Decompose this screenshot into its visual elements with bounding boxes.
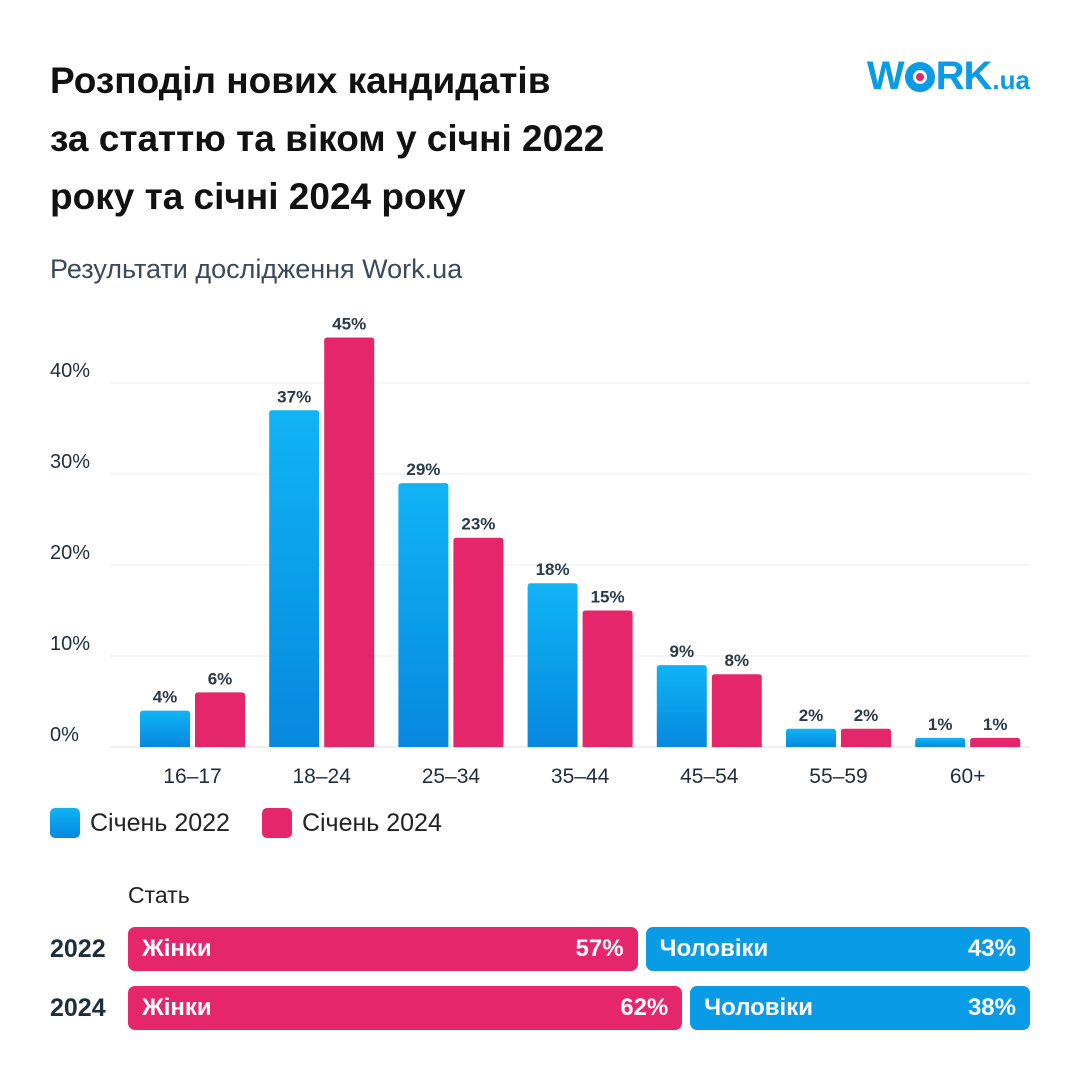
x-tick-label: 55–59 bbox=[809, 765, 867, 788]
bar-data-label: 23% bbox=[461, 515, 495, 534]
chart-legend: Січень 2022 Січень 2024 bbox=[50, 808, 474, 838]
x-tick-label: 18–24 bbox=[292, 765, 351, 788]
bar bbox=[711, 674, 762, 747]
label-layer: 0% 10% 20% 30% 40% 4% 6% 16–17 37% 45% 18–24 29% 23%… bbox=[50, 315, 1007, 789]
women-value: 57% bbox=[575, 935, 624, 962]
men-bar: Чоловіки 43% bbox=[645, 927, 1030, 971]
bar bbox=[915, 737, 966, 747]
bar-data-label: 8% bbox=[725, 651, 750, 670]
bar-data-label: 29% bbox=[406, 460, 440, 479]
bar-data-label: 6% bbox=[208, 669, 233, 688]
legend-item-2024: Січень 2024 bbox=[261, 808, 442, 838]
page-title: Розподіл нових кандидатів за статтю та в… bbox=[50, 52, 750, 226]
y-tick-label: 10% bbox=[50, 633, 90, 655]
gender-bars: Жінки 57% Чоловіки 43% bbox=[128, 927, 1030, 971]
gender-section-title: Стать bbox=[128, 882, 190, 908]
men-bar: Чоловіки 38% bbox=[690, 986, 1030, 1030]
bar bbox=[453, 537, 504, 747]
bar bbox=[841, 728, 891, 747]
title-line: Розподіл нових кандидатів bbox=[50, 60, 551, 101]
bar-data-label: 1% bbox=[983, 715, 1008, 734]
gender-year: 2024 bbox=[50, 993, 106, 1022]
logo-middle: RK bbox=[935, 54, 993, 98]
bar bbox=[582, 610, 633, 747]
women-bar: Жінки 57% bbox=[128, 927, 638, 971]
bar bbox=[195, 692, 245, 747]
bar bbox=[656, 665, 707, 747]
bar bbox=[527, 583, 578, 747]
y-tick-label: 20% bbox=[50, 542, 90, 564]
logo-prefix: W bbox=[866, 54, 905, 98]
x-tick-label: 45–54 bbox=[680, 765, 739, 788]
men-label: Чоловіки bbox=[704, 994, 813, 1021]
x-tick-label: 35–44 bbox=[551, 765, 610, 788]
legend-label: Січень 2022 bbox=[90, 808, 230, 837]
bar-data-label: 1% bbox=[928, 715, 953, 734]
gender-row-2022: 2022 Жінки 57% Чоловіки 43% bbox=[50, 927, 1030, 971]
bar bbox=[398, 483, 449, 747]
bar-data-label: 2% bbox=[854, 706, 879, 725]
title-line: року та січні 2024 року bbox=[50, 176, 466, 217]
x-tick-label: 60+ bbox=[950, 765, 986, 788]
gender-year: 2022 bbox=[50, 934, 106, 963]
y-tick-label: 40% bbox=[50, 360, 90, 382]
y-tick-label: 30% bbox=[50, 451, 90, 473]
bar bbox=[140, 710, 190, 747]
bar-data-label: 9% bbox=[670, 642, 695, 661]
women-value: 62% bbox=[620, 994, 669, 1021]
women-label: Жінки bbox=[142, 994, 212, 1021]
gender-bars: Жінки 62% Чоловіки 38% bbox=[128, 986, 1030, 1030]
logo-wordmark: W RK bbox=[866, 54, 993, 99]
title-line: за статтю та віком у січні 2022 bbox=[50, 118, 605, 159]
page-subtitle: Результати дослідження Work.ua bbox=[50, 254, 463, 284]
bar-data-label: 45% bbox=[332, 315, 366, 334]
legend-swatch-2022 bbox=[50, 808, 80, 838]
men-value: 38% bbox=[967, 994, 1016, 1021]
bar-data-label: 15% bbox=[591, 588, 625, 607]
gender-row-2024: 2024 Жінки 62% Чоловіки 38% bbox=[50, 986, 1030, 1030]
women-bar: Жінки 62% bbox=[128, 986, 683, 1030]
legend-item-2022: Січень 2022 bbox=[50, 808, 230, 838]
x-tick-label: 25–34 bbox=[422, 765, 481, 788]
bar-data-label: 4% bbox=[153, 688, 178, 707]
bar-layer bbox=[140, 337, 1021, 747]
bar bbox=[324, 337, 375, 747]
work-ua-logo: W RK .ua bbox=[867, 54, 1030, 99]
men-label: Чоловіки bbox=[659, 935, 769, 962]
logo-o-icon bbox=[904, 61, 935, 92]
legend-swatch-2024 bbox=[261, 808, 292, 838]
bar-data-label: 37% bbox=[277, 387, 311, 406]
bar bbox=[269, 410, 320, 747]
women-label: Жінки bbox=[142, 935, 212, 962]
bar bbox=[786, 728, 836, 747]
logo-suffix: .ua bbox=[992, 65, 1030, 95]
men-value: 43% bbox=[967, 935, 1016, 962]
bar-data-label: 18% bbox=[536, 560, 570, 579]
x-tick-label: 16–17 bbox=[163, 765, 221, 788]
bar bbox=[970, 737, 1021, 747]
bar-data-label: 2% bbox=[799, 706, 824, 725]
y-tick-label: 0% bbox=[50, 724, 79, 746]
legend-label: Січень 2024 bbox=[301, 808, 442, 837]
age-bar-chart: 0% 10% 20% 30% 40% 4% 6% 16–17 37% 45% 18–24 29% 23%… bbox=[50, 315, 1030, 789]
